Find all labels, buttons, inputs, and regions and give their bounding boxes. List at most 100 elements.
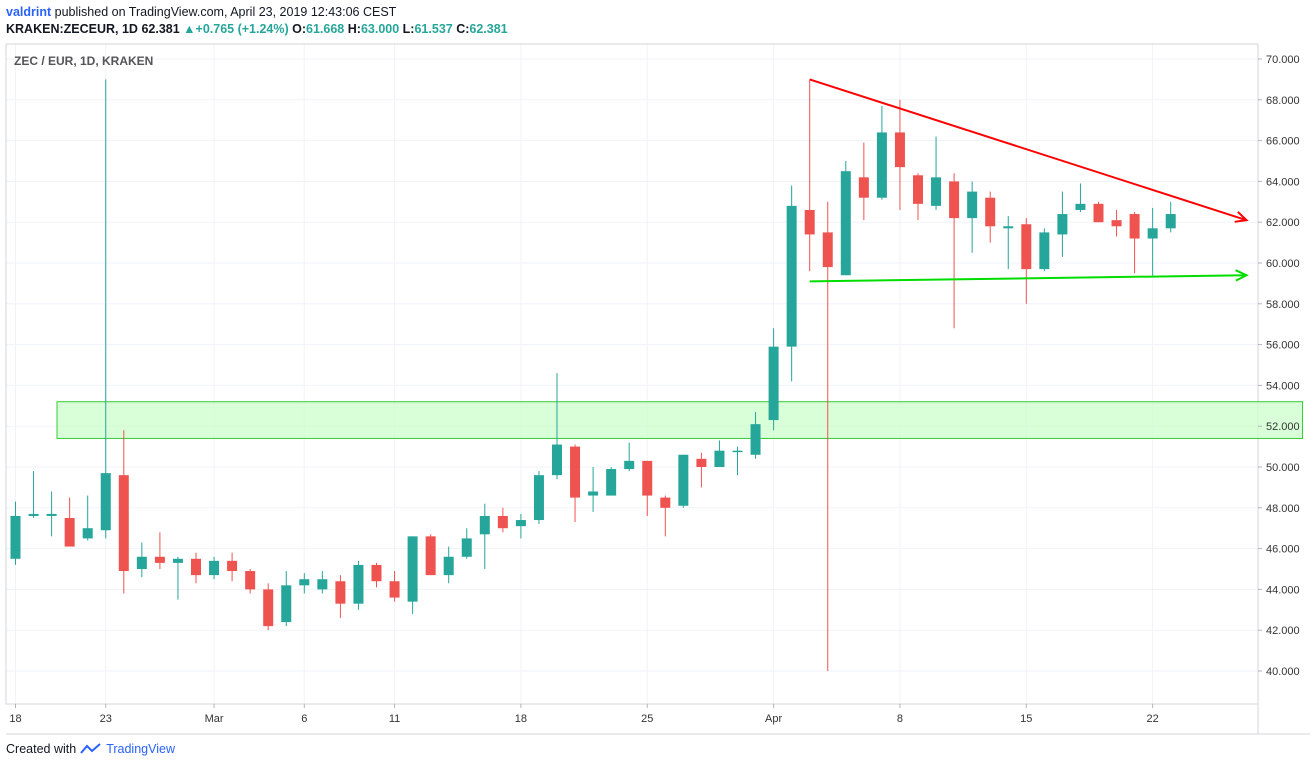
time-tick-label: 6 — [301, 713, 307, 725]
candle — [299, 573, 310, 594]
candle — [281, 571, 292, 627]
candle-body — [1003, 226, 1014, 229]
time-tick-label: 22 — [1147, 713, 1159, 725]
candle-body — [10, 515, 21, 559]
candle — [822, 201, 833, 671]
last-price: 62.381 — [141, 22, 180, 36]
candle — [1021, 218, 1032, 304]
price-tick-label: 56.000 — [1266, 340, 1300, 352]
candle-body — [1165, 214, 1176, 229]
candle — [46, 491, 57, 537]
candle — [1003, 216, 1014, 270]
time-tick-label: 18 — [515, 713, 527, 725]
candle-body — [443, 556, 454, 576]
candle — [227, 552, 238, 582]
candle-body — [425, 536, 436, 576]
candle — [1057, 191, 1068, 257]
price-tick-label: 60.000 — [1266, 258, 1300, 270]
time-axis: 18 23 Mar 6 11 18 25 Apr 8 15 22 — [9, 704, 1159, 725]
plot-frame — [5, 43, 1259, 705]
chart-legend: ZEC / EUR, 1D, KRAKEN — [14, 54, 153, 68]
candle — [425, 534, 436, 576]
candle — [245, 569, 256, 594]
candle-body — [949, 181, 960, 219]
candle-body — [786, 205, 797, 347]
tradingview-brand[interactable]: TradingView — [106, 742, 175, 756]
candle — [353, 560, 364, 610]
candle — [642, 460, 653, 516]
candle — [1165, 201, 1176, 233]
price-tick-label: 64.000 — [1266, 176, 1300, 188]
candle — [335, 575, 346, 618]
time-tick-label: 25 — [641, 713, 653, 725]
candle-body — [100, 473, 111, 531]
candle-body — [1075, 203, 1086, 210]
candle-body — [1057, 214, 1068, 235]
candle-body — [245, 571, 256, 590]
candle-body — [299, 579, 310, 586]
price-tick-label: 46.000 — [1266, 544, 1300, 556]
candle — [1075, 183, 1086, 212]
candle-body — [461, 538, 472, 557]
candle-body — [154, 556, 165, 563]
time-tick-label: Mar — [205, 713, 224, 725]
candle-body — [1093, 203, 1104, 223]
candle — [732, 446, 743, 476]
price-tick-label: 42.000 — [1266, 625, 1300, 637]
candle-body — [732, 450, 743, 453]
publish-header: valdrint published on TradingView.com, A… — [6, 4, 396, 20]
candle — [118, 430, 129, 594]
candle — [696, 452, 707, 488]
support-trendline — [809, 274, 1247, 283]
low-label: L: — [402, 22, 415, 36]
candle-body — [660, 497, 671, 508]
candle-body — [768, 346, 779, 421]
close-label: C: — [456, 22, 470, 36]
candle — [82, 495, 93, 541]
time-tick-label: 23 — [100, 713, 112, 725]
candle — [371, 562, 382, 588]
candle-body — [353, 564, 364, 604]
resistance-trendline — [809, 78, 1247, 222]
candle — [876, 105, 887, 200]
candle-body — [714, 450, 725, 467]
candle — [100, 79, 111, 539]
candle — [479, 503, 490, 569]
candle-body — [497, 515, 508, 529]
low-value: 61.537 — [414, 22, 453, 36]
candle-body — [533, 475, 544, 521]
candle — [660, 495, 671, 537]
candle — [678, 454, 689, 508]
candle-body — [281, 585, 292, 623]
author-name[interactable]: valdrint — [6, 5, 52, 19]
candle-body — [1039, 232, 1050, 270]
candle — [750, 411, 761, 459]
candle-body — [840, 171, 851, 276]
candle — [28, 471, 39, 518]
up-arrow-icon: ▲ — [183, 22, 196, 36]
price-change: +0.765 (+1.24%) — [195, 22, 289, 36]
candle — [1147, 207, 1158, 278]
candle-body — [1111, 220, 1122, 227]
created-with-text: Created with — [6, 742, 77, 756]
candle-body — [191, 558, 201, 576]
price-tick-label: 58.000 — [1266, 299, 1300, 311]
candle-body — [1021, 224, 1032, 270]
time-tick-label: Apr — [765, 713, 782, 725]
candle — [317, 571, 328, 594]
candle — [136, 542, 147, 578]
candle-body — [913, 175, 923, 204]
ticker-symbol: KRAKEN:ZECEUR, 1D — [6, 22, 138, 36]
price-tick-label: 62.000 — [1266, 217, 1300, 229]
candle — [768, 328, 779, 431]
candle-body — [696, 458, 707, 467]
candle — [985, 191, 996, 243]
trendlines — [809, 78, 1249, 283]
time-tick-label: 15 — [1020, 713, 1032, 725]
price-tick-label: 68.000 — [1266, 95, 1300, 107]
price-tick-label: 48.000 — [1266, 503, 1300, 515]
price-tick-label: 44.000 — [1266, 584, 1300, 596]
candle-body — [515, 520, 526, 527]
high-value: 63.000 — [360, 22, 400, 36]
